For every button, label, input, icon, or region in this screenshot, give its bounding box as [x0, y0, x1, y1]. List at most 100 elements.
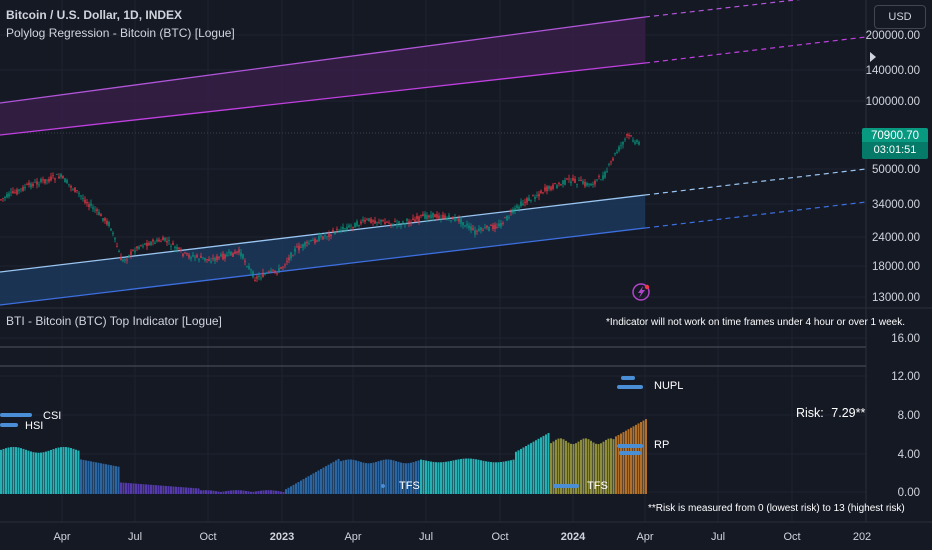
risk-bar: [560, 438, 562, 494]
candle-body: [172, 243, 174, 245]
risk-bar: [205, 490, 207, 494]
risk-bar: [75, 449, 77, 494]
candle-body: [12, 191, 14, 194]
candle-body: [534, 196, 536, 199]
risk-bar: [380, 460, 382, 494]
candle-body: [384, 222, 386, 225]
risk-bar: [195, 488, 197, 494]
risk-bar: [382, 459, 385, 494]
risk-bar: [37, 452, 40, 494]
candle-body: [70, 185, 72, 188]
candle-body: [48, 179, 50, 182]
risk-bar: [290, 486, 292, 494]
risk-bar: [302, 479, 305, 494]
candle-body: [520, 201, 522, 207]
risk-bar: [477, 459, 480, 494]
candle-body: [168, 240, 170, 242]
upper-band-bottom-projection: [644, 36, 867, 64]
risk-bar: [540, 437, 542, 494]
candle-body: [28, 182, 30, 185]
candle-body: [308, 243, 310, 245]
candle-body: [72, 188, 74, 190]
risk-bar: [107, 464, 110, 494]
risk-bar: [27, 450, 30, 494]
support-channel-fill: [0, 195, 645, 305]
candle-body: [548, 186, 550, 189]
candle-body: [156, 239, 158, 242]
time-axis-label: 202: [852, 531, 872, 543]
candle-body: [614, 153, 616, 154]
candle-body: [68, 183, 70, 185]
candle-body: [178, 247, 180, 249]
candle-body: [146, 242, 148, 247]
candle-body: [580, 179, 582, 182]
risk-bar: [162, 485, 165, 494]
candle-body: [236, 251, 238, 253]
risk-bar: [457, 459, 460, 494]
candle-body: [434, 214, 436, 218]
candle-body: [100, 214, 102, 217]
upper-band-fill: [0, 17, 645, 135]
candle-body: [16, 189, 18, 195]
candle-body: [82, 197, 84, 199]
candle-body: [630, 135, 632, 137]
candle-body: [516, 205, 518, 208]
candle-body: [56, 174, 58, 175]
expand-arrow-icon[interactable]: [870, 52, 876, 62]
candle-body: [198, 258, 200, 260]
indicator-title-polylog[interactable]: Polylog Regression - Bitcoin (BTC) [Logu…: [6, 26, 235, 40]
candle-body: [140, 245, 142, 246]
candle-body: [88, 204, 90, 207]
risk-bar: [65, 447, 67, 494]
currency-button[interactable]: USD: [874, 5, 926, 29]
candle-body: [326, 236, 328, 238]
candle-body: [148, 242, 150, 246]
candle-body: [538, 193, 540, 197]
candle-body: [608, 164, 610, 166]
candle-body: [442, 214, 444, 219]
risk-bar: [407, 463, 410, 494]
risk-bar: [347, 459, 350, 494]
candle-body: [200, 255, 202, 258]
risk-bar: [365, 463, 367, 494]
risk-bar: [530, 443, 532, 494]
candle-body: [50, 176, 52, 181]
candle-body: [474, 230, 476, 235]
risk-bar: [642, 420, 645, 494]
candle-body: [226, 254, 228, 257]
risk-bar: [317, 470, 320, 494]
candle-body: [526, 198, 528, 203]
time-axis-label: Oct: [783, 531, 801, 543]
risk-bar: [515, 451, 517, 494]
candle-body: [542, 192, 544, 194]
risk-bar: [557, 438, 560, 494]
candle-body: [386, 221, 388, 223]
risk-bar: [417, 460, 420, 494]
candle-body: [120, 256, 122, 261]
candle-body: [374, 220, 376, 224]
risk-bar: [150, 484, 152, 494]
price-axis-label: 18000.00: [872, 261, 920, 273]
candle-body: [90, 203, 92, 206]
candle-body: [298, 245, 300, 251]
candle-body: [128, 254, 130, 258]
risk-bar: [257, 490, 260, 494]
risk-bar: [42, 452, 45, 494]
candle-body: [252, 271, 254, 278]
candle-body: [546, 186, 548, 192]
candle-body: [412, 218, 414, 221]
risk-bar: [112, 465, 115, 494]
risk-bar: [572, 444, 575, 494]
time-axis-label: Apr: [636, 531, 654, 543]
candle-body: [352, 226, 354, 229]
candle-body: [40, 178, 42, 183]
candle-body: [634, 141, 636, 144]
risk-bar: [475, 459, 477, 494]
indicator-title-bti[interactable]: BTI - Bitcoin (BTC) Top Indicator [Logue…: [6, 314, 222, 328]
candle-body: [224, 254, 226, 259]
candle-body: [272, 269, 274, 271]
symbol-title[interactable]: Bitcoin / U.S. Dollar, 1D, INDEX: [6, 8, 183, 22]
candle-body: [136, 246, 138, 249]
candle-body: [142, 245, 144, 247]
